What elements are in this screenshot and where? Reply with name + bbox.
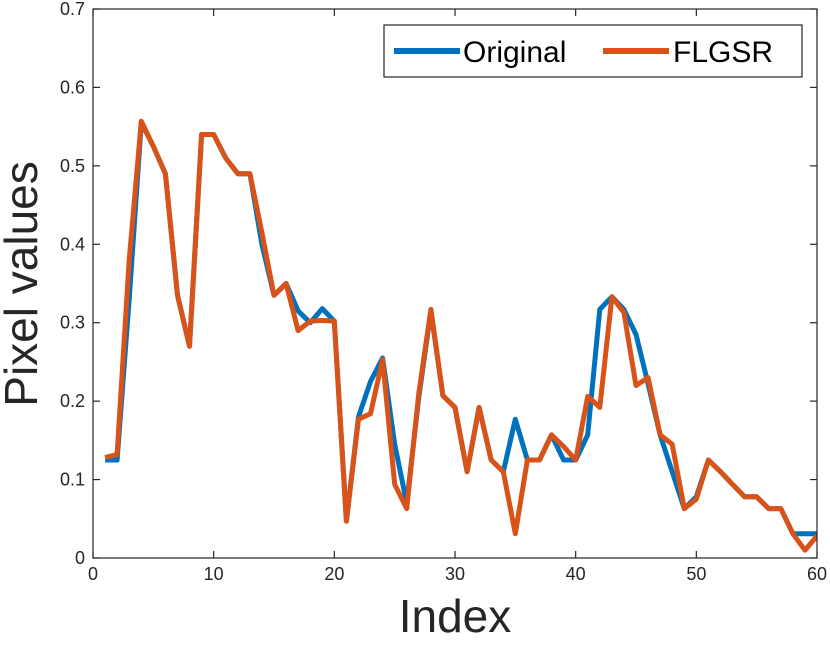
- legend-label-flgsr: FLGSR: [673, 36, 773, 69]
- y-tick-label: 0.4: [60, 234, 85, 254]
- y-tick-label: 0.2: [60, 391, 85, 411]
- legend: Original FLGSR: [383, 24, 803, 78]
- x-tick-label: 60: [807, 564, 827, 584]
- x-tick-label: 10: [204, 564, 224, 584]
- x-axis-title: Index: [399, 590, 512, 642]
- y-axis-title: Pixel values: [0, 161, 47, 406]
- x-tick-label: 20: [324, 564, 344, 584]
- x-tick-label: 0: [88, 564, 98, 584]
- x-tick-label: 30: [445, 564, 465, 584]
- legend-label-original: Original: [463, 36, 566, 69]
- series-line-flgsr: [104, 118, 817, 553]
- y-tick-label: 0.7: [60, 0, 85, 19]
- axes-layer: 0 10 20 30 40 50 60 0 0.1 0.2 0.3 0.4 0.5 0.6 0.7: [60, 0, 827, 584]
- y-tick-label: 0.6: [60, 77, 85, 97]
- y-tick-label: 0.5: [60, 156, 85, 176]
- y-tick-label: 0: [75, 548, 85, 568]
- y-tick-label: 0.3: [60, 313, 85, 333]
- series-layer: [104, 118, 817, 553]
- x-tick-label: 50: [686, 564, 706, 584]
- y-tick-label: 0.1: [60, 470, 85, 490]
- x-tick-label: 40: [566, 564, 586, 584]
